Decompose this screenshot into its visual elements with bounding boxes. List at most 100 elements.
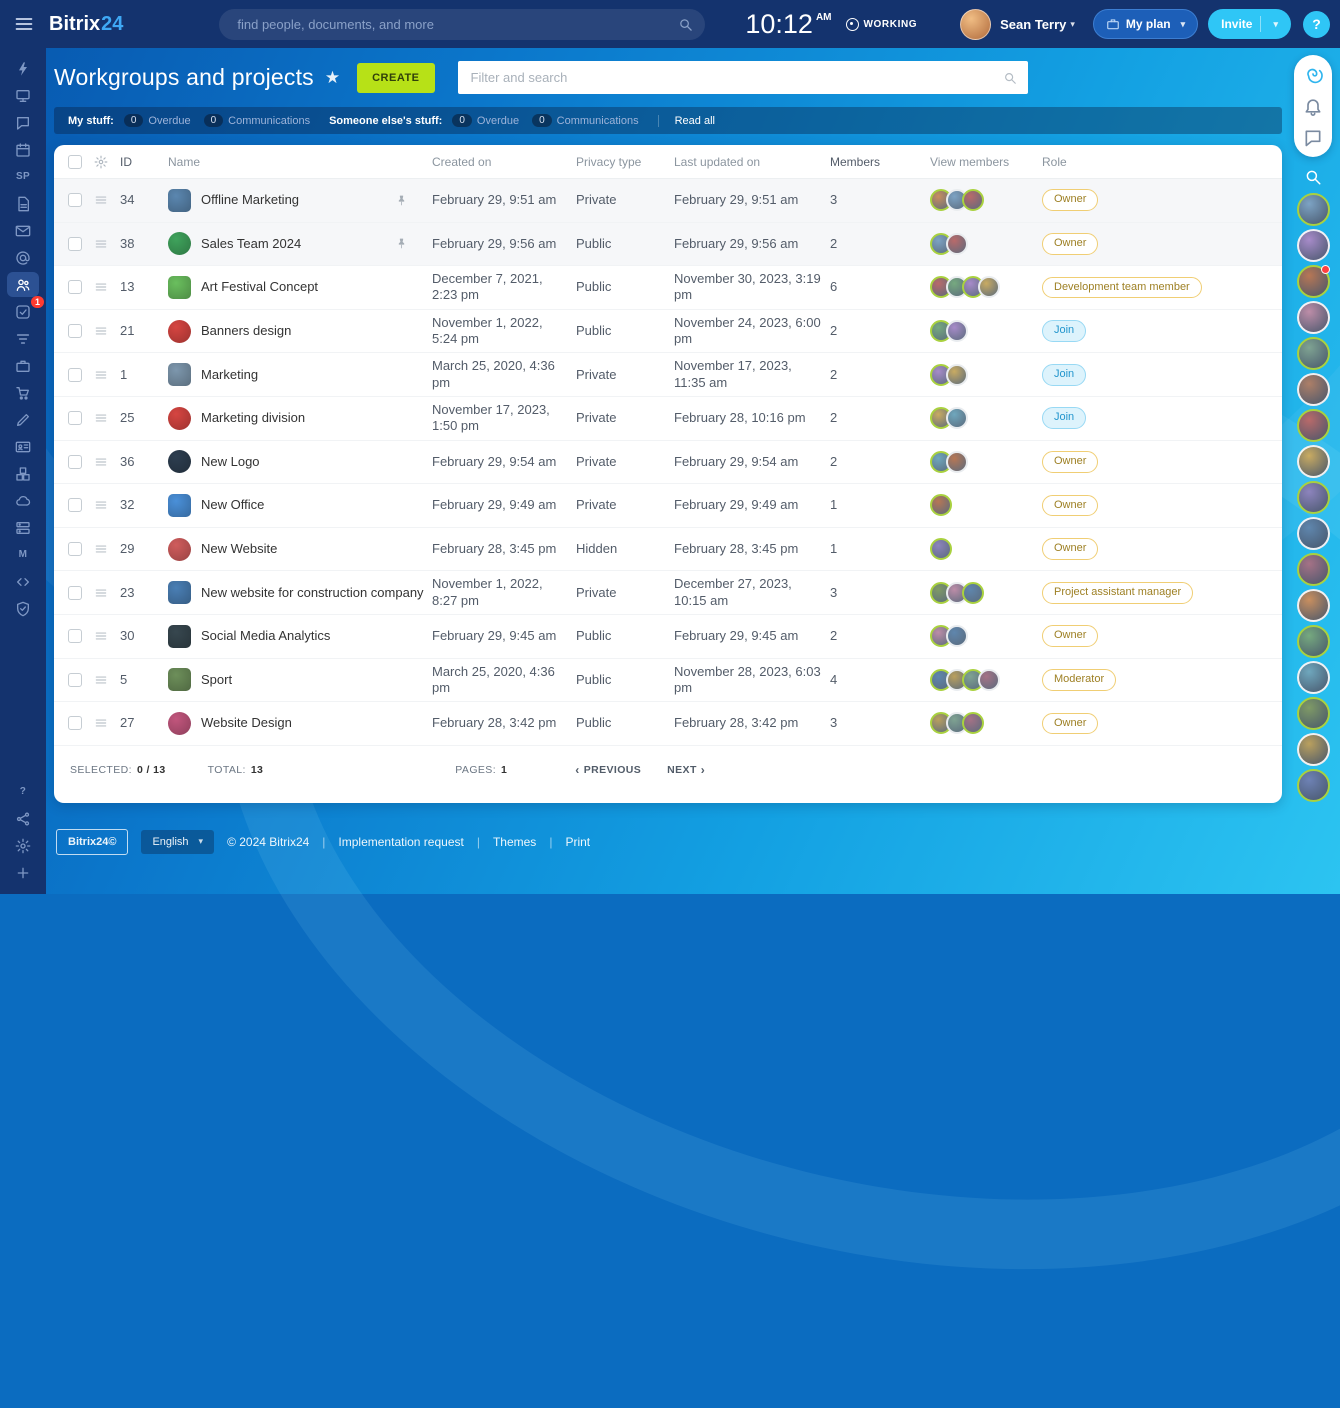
table-row[interactable]: 36 New Logo February 29, 9:54 am Private Feb… (54, 441, 1282, 485)
row-actions-menu-icon[interactable] (94, 237, 108, 251)
role-badge[interactable]: Owner (1042, 189, 1099, 212)
sidebar-item-sites-sp[interactable]: SP (7, 164, 39, 189)
member-avatar[interactable] (962, 581, 984, 604)
sidebar-item-calendar[interactable] (7, 137, 39, 162)
rail-user-avatar[interactable] (1296, 481, 1330, 514)
member-avatar[interactable] (930, 494, 952, 517)
row-checkbox[interactable] (68, 454, 82, 469)
sidebar-item-live-feed[interactable] (7, 56, 39, 81)
table-row[interactable]: 5 Sport March 25, 2020, 4:36 pm Public Novem… (54, 659, 1282, 703)
row-actions-menu-icon[interactable] (94, 498, 108, 512)
view-members-cell[interactable] (930, 232, 1042, 255)
chat-panel-icon[interactable] (1303, 128, 1323, 148)
read-all-link[interactable]: Read all (657, 114, 715, 127)
global-search-input[interactable] (235, 15, 679, 33)
row-checkbox[interactable] (68, 193, 82, 208)
row-actions-menu-icon[interactable] (94, 673, 108, 687)
workgroup-name-link[interactable]: New website for construction company (201, 584, 424, 600)
view-members-cell[interactable] (930, 625, 1042, 648)
workgroup-name-link[interactable]: New Office (201, 497, 265, 513)
view-members-cell[interactable] (930, 189, 1042, 212)
sidebar-item-tasks[interactable]: 1 (7, 296, 44, 324)
member-avatar[interactable] (962, 189, 984, 212)
clock-widget[interactable]: 10:12 AM (745, 9, 831, 39)
view-members-cell[interactable] (930, 363, 1042, 386)
role-badge[interactable]: Join (1042, 320, 1087, 342)
help-button[interactable]: ? (1303, 10, 1330, 38)
role-badge[interactable]: Owner (1042, 494, 1099, 517)
sidebar-item-settings[interactable] (7, 833, 39, 858)
member-avatar[interactable] (930, 538, 952, 561)
column-updated[interactable]: Last updated on (674, 154, 761, 169)
rail-user-avatar[interactable] (1296, 517, 1330, 550)
rail-user-avatar[interactable] (1296, 769, 1330, 802)
workgroup-name-link[interactable]: Marketing division (201, 410, 306, 426)
view-members-cell[interactable] (930, 668, 1042, 691)
next-page-button[interactable]: Next › (667, 763, 705, 777)
sidebar-item-inventory[interactable] (7, 461, 39, 486)
row-actions-menu-icon[interactable] (94, 324, 108, 338)
sidebar-item-cloud-storage[interactable] (7, 488, 39, 513)
column-name[interactable]: Name (168, 154, 201, 169)
view-members-cell[interactable] (930, 538, 1042, 561)
role-badge[interactable]: Owner (1042, 712, 1099, 735)
member-avatar[interactable] (946, 625, 968, 648)
rail-user-avatar[interactable] (1296, 733, 1330, 766)
member-avatar[interactable] (946, 407, 968, 430)
workgroup-name-link[interactable]: New Logo (201, 453, 260, 469)
rail-user-avatar[interactable] (1296, 193, 1330, 226)
row-checkbox[interactable] (68, 367, 82, 382)
search-icon[interactable] (678, 17, 693, 32)
row-checkbox[interactable] (68, 324, 82, 339)
main-menu-icon[interactable] (14, 14, 34, 34)
filter-search-input[interactable] (468, 69, 1003, 86)
role-badge[interactable]: Development team member (1042, 276, 1202, 299)
table-row[interactable]: 32 New Office February 29, 9:49 am Private F… (54, 484, 1282, 528)
member-avatar[interactable] (978, 668, 1000, 691)
table-row[interactable]: 38 Sales Team 2024 February 29, 9:56 am Pub… (54, 222, 1282, 267)
row-actions-menu-icon[interactable] (94, 280, 108, 294)
row-actions-menu-icon[interactable] (94, 411, 108, 425)
invite-button[interactable]: Invite ▾ (1208, 9, 1291, 39)
rail-user-avatar[interactable] (1296, 373, 1330, 406)
sidebar-item-messenger[interactable] (7, 110, 39, 135)
sidebar-item-workgroups[interactable] (7, 272, 39, 297)
sidebar-item-market[interactable] (7, 353, 39, 378)
role-badge[interactable]: Moderator (1042, 668, 1117, 691)
create-button[interactable]: CREATE (357, 62, 435, 93)
copilot-icon[interactable] (1303, 64, 1323, 84)
role-badge[interactable]: Join (1042, 407, 1087, 430)
member-avatar[interactable] (946, 450, 968, 473)
footer-link[interactable]: Themes (492, 834, 537, 849)
filter-search-icon[interactable] (1003, 71, 1017, 85)
bitrix-logo[interactable]: Bitrix24 (49, 13, 123, 36)
row-checkbox[interactable] (68, 585, 82, 600)
view-members-cell[interactable] (930, 494, 1042, 517)
rail-user-avatar[interactable] (1296, 409, 1330, 442)
rail-user-avatar[interactable] (1296, 301, 1330, 334)
row-checkbox[interactable] (68, 280, 82, 295)
view-members-cell[interactable] (930, 320, 1042, 343)
column-privacy[interactable]: Privacy type (576, 154, 642, 169)
sidebar-item-devops[interactable] (7, 569, 39, 594)
row-actions-menu-icon[interactable] (94, 368, 108, 382)
column-id[interactable]: ID (120, 154, 132, 169)
rail-user-avatar[interactable] (1296, 697, 1330, 730)
row-actions-menu-icon[interactable] (94, 193, 108, 207)
row-checkbox[interactable] (68, 672, 82, 687)
rail-user-avatar[interactable] (1296, 229, 1330, 262)
notifications-bell-icon[interactable] (1303, 96, 1323, 116)
workgroup-name-link[interactable]: Sales Team 2024 (201, 235, 302, 251)
table-row[interactable]: 34 Offline Marketing February 29, 9:51 am P… (54, 179, 1282, 223)
working-status[interactable]: WORKING (845, 17, 918, 31)
workgroup-name-link[interactable]: Banners design (201, 322, 292, 338)
table-row[interactable]: 29 New Website February 28, 3:45 pm Hidden F… (54, 528, 1282, 572)
column-view-members[interactable]: View members (930, 154, 1010, 169)
sidebar-item-crm[interactable] (7, 326, 39, 351)
rail-user-avatar[interactable] (1296, 337, 1330, 370)
global-search[interactable] (219, 8, 706, 40)
role-badge[interactable]: Project assistant manager (1042, 581, 1194, 604)
user-menu-caret-icon[interactable]: ▾ (1070, 18, 1075, 29)
sidebar-item-add-more[interactable] (7, 860, 39, 885)
workgroup-name-link[interactable]: Social Media Analytics (201, 628, 331, 644)
